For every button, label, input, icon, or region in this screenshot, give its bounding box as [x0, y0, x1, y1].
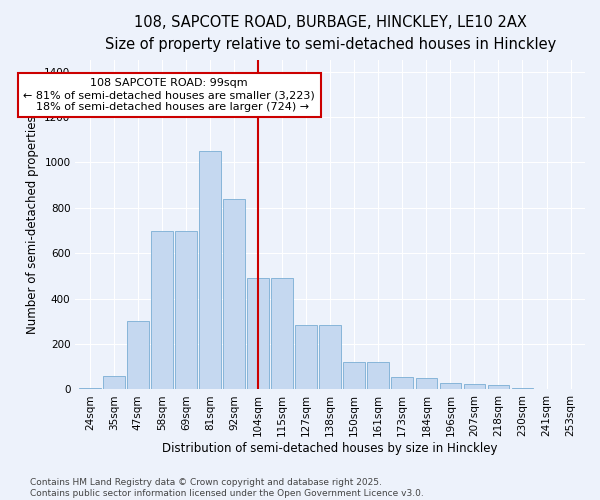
X-axis label: Distribution of semi-detached houses by size in Hinckley: Distribution of semi-detached houses by … — [163, 442, 498, 455]
Bar — [103, 376, 125, 390]
Bar — [440, 383, 461, 390]
Bar — [536, 388, 557, 390]
Bar — [151, 230, 173, 390]
Bar — [295, 325, 317, 390]
Bar — [199, 151, 221, 390]
Bar — [391, 377, 413, 390]
Bar — [79, 388, 101, 390]
Bar — [247, 278, 269, 390]
Bar — [223, 199, 245, 390]
Bar — [367, 362, 389, 390]
Bar — [512, 388, 533, 390]
Text: Contains HM Land Registry data © Crown copyright and database right 2025.
Contai: Contains HM Land Registry data © Crown c… — [30, 478, 424, 498]
Bar — [271, 278, 293, 390]
Bar — [127, 322, 149, 390]
Y-axis label: Number of semi-detached properties: Number of semi-detached properties — [26, 116, 38, 334]
Bar — [343, 362, 365, 390]
Bar — [464, 384, 485, 390]
Text: 108 SAPCOTE ROAD: 99sqm
← 81% of semi-detached houses are smaller (3,223)
  18% : 108 SAPCOTE ROAD: 99sqm ← 81% of semi-de… — [23, 78, 315, 112]
Bar — [175, 230, 197, 390]
Title: 108, SAPCOTE ROAD, BURBAGE, HINCKLEY, LE10 2AX
Size of property relative to semi: 108, SAPCOTE ROAD, BURBAGE, HINCKLEY, LE… — [104, 15, 556, 52]
Bar — [416, 378, 437, 390]
Bar — [319, 325, 341, 390]
Bar — [488, 386, 509, 390]
